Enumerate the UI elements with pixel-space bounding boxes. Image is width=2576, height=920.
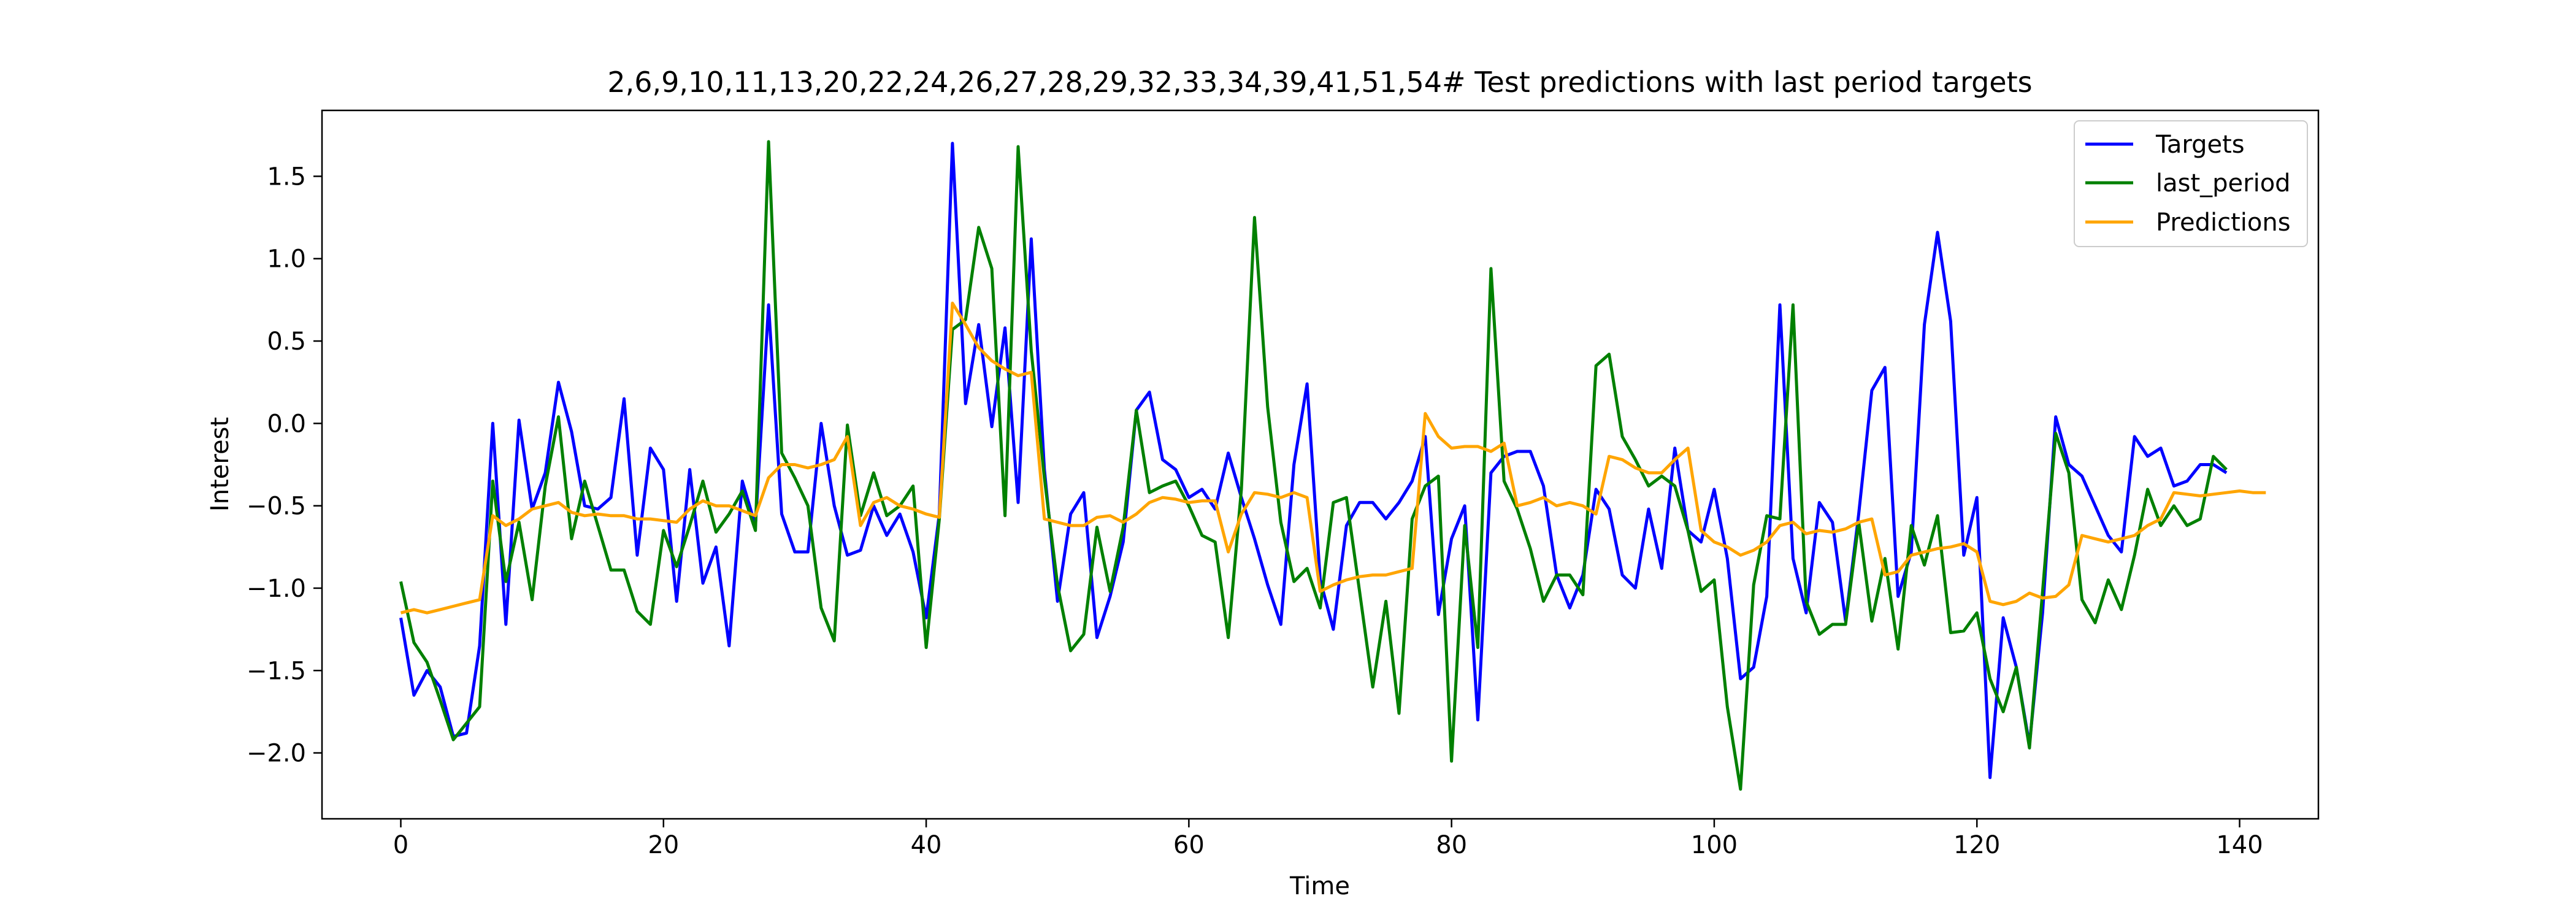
legend-label-last-period: last_period xyxy=(2156,169,2291,197)
legend-box xyxy=(2074,120,2308,247)
series-layer xyxy=(399,140,2266,791)
x-axis-label: Time xyxy=(1289,872,1350,900)
series-line-predictions xyxy=(400,301,2266,615)
y-tick-label: −0.5 xyxy=(247,493,306,521)
y-tick-label: 1.5 xyxy=(267,163,306,191)
x-tick-label: 100 xyxy=(1691,831,1738,859)
x-tick-label: 40 xyxy=(911,831,942,859)
y-tick-label: −1.0 xyxy=(247,575,306,603)
y-tick-label: 0.5 xyxy=(267,328,306,356)
series-line-targets xyxy=(399,142,2228,780)
y-tick-label: 0.0 xyxy=(267,410,306,438)
legend-label-predictions: Predictions xyxy=(2156,209,2291,237)
x-tick-label: 20 xyxy=(648,831,679,859)
x-tick-label: 80 xyxy=(1436,831,1467,859)
plot-frame xyxy=(321,109,2320,820)
tick-layer: 0 20 40 60 80 100 120 140 −2.0 −1.5 −1.0 −0.5 0.0 0.5… xyxy=(247,163,2263,859)
y-tick-label: −2.0 xyxy=(247,740,306,768)
y-tick-label: 1.0 xyxy=(267,245,306,274)
series-line-last-period xyxy=(399,140,2228,791)
y-tick-label: −1.5 xyxy=(247,657,306,685)
x-tick-label: 0 xyxy=(393,831,408,859)
legend: Targets last_period Predictions xyxy=(2074,120,2308,247)
chart-title: 2,6,9,10,11,13,20,22,24,26,27,28,29,32,3… xyxy=(607,66,2032,99)
x-tick-label: 60 xyxy=(1173,831,1205,859)
x-tick-label: 120 xyxy=(1953,831,2000,859)
legend-label-targets: Targets xyxy=(2155,131,2245,159)
x-tick-label: 140 xyxy=(2216,831,2263,859)
y-axis-label: Interest xyxy=(206,417,234,512)
